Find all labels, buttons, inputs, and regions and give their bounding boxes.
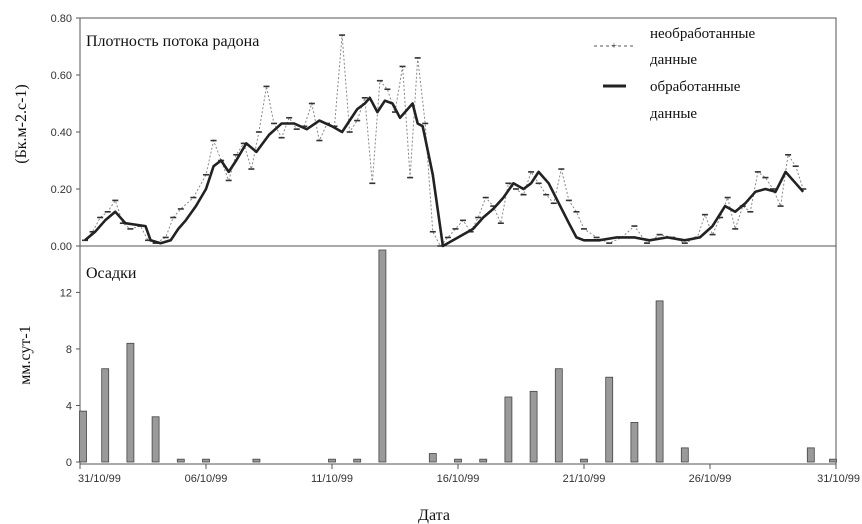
top-panel-title: Плотность потока радона [86, 33, 259, 50]
precip-bar [605, 376, 614, 463]
bottom-panel-frame [79, 245, 837, 465]
precip-bar [428, 453, 437, 463]
precip-bar [504, 396, 513, 463]
bottom-y-tick-label: 4 [66, 400, 72, 412]
top-y-tick-label: 0.60 [51, 70, 72, 82]
precip-bar [829, 458, 837, 463]
bottom-panel-title: Осадки [86, 265, 137, 282]
top-y-tick-label: 0.40 [51, 127, 72, 139]
x-tick-label: 31/10/99 [78, 473, 121, 485]
precip-bar [353, 458, 362, 463]
x-tick-label: 06/10/99 [185, 473, 228, 485]
top-y-ticks: 0.00 0.20 0.40 0.60 0.80 [51, 13, 80, 253]
legend-processed-label-1: обработанные [650, 79, 741, 95]
raw-series [82, 34, 807, 247]
precip-bar [630, 422, 639, 463]
precip-bar [529, 390, 538, 463]
raw-series-line [84, 35, 804, 247]
legend-raw-label-1: необработанные [650, 26, 755, 42]
top-y-axis-label: (Бк.м-2.с-1) [13, 84, 30, 164]
precip-bar [328, 458, 336, 463]
legend-processed-label-2: данные [650, 106, 697, 122]
precip-bar [454, 458, 462, 463]
precip-bar [479, 458, 488, 463]
x-tick-label: 21/10/99 [563, 473, 606, 485]
precip-bar [202, 458, 210, 463]
bottom-y-tick-label: 8 [66, 344, 72, 356]
x-tick-label: 31/10/99 [817, 473, 860, 485]
x-tick-label: 16/10/99 [437, 473, 480, 485]
x-tick-label: 11/10/99 [311, 473, 353, 485]
precip-bar [151, 416, 160, 463]
bottom-y-ticks: 0 4 8 12 [60, 287, 80, 469]
legend-raw-label-2: данные [650, 52, 697, 68]
bottom-y-tick-label: 12 [60, 287, 72, 299]
precip-bar [806, 447, 815, 463]
top-y-tick-label: 0.80 [51, 13, 72, 25]
top-y-tick-label: 0.20 [51, 184, 72, 196]
precip-bar [126, 342, 135, 463]
bottom-y-axis-label: мм.сут-1 [17, 325, 34, 384]
processed-series [84, 96, 805, 248]
legend-raw-marker: + [611, 40, 617, 52]
precip-bar [580, 458, 588, 463]
precip-bar [680, 447, 689, 463]
precip-bar [554, 368, 563, 463]
legend: + необработанные данные обработанные дан… [594, 26, 755, 122]
precip-bar [176, 458, 185, 463]
top-y-tick-label: 0.00 [51, 241, 72, 253]
precip-bar [101, 368, 110, 463]
precip-bar [252, 458, 261, 463]
x-axis-label: Дата [418, 507, 450, 524]
x-tick-label: 26/10/99 [689, 473, 732, 485]
x-ticks: 31/10/99 06/10/99 11/10/99 16/10/99 21/10/99… [78, 464, 860, 485]
bottom-y-tick-label: 0 [66, 457, 72, 469]
precip-bar [378, 249, 387, 463]
precip-bar [79, 410, 87, 463]
precipitation-bars [79, 249, 837, 463]
processed-series-line [84, 96, 805, 248]
precip-bar [655, 300, 664, 463]
